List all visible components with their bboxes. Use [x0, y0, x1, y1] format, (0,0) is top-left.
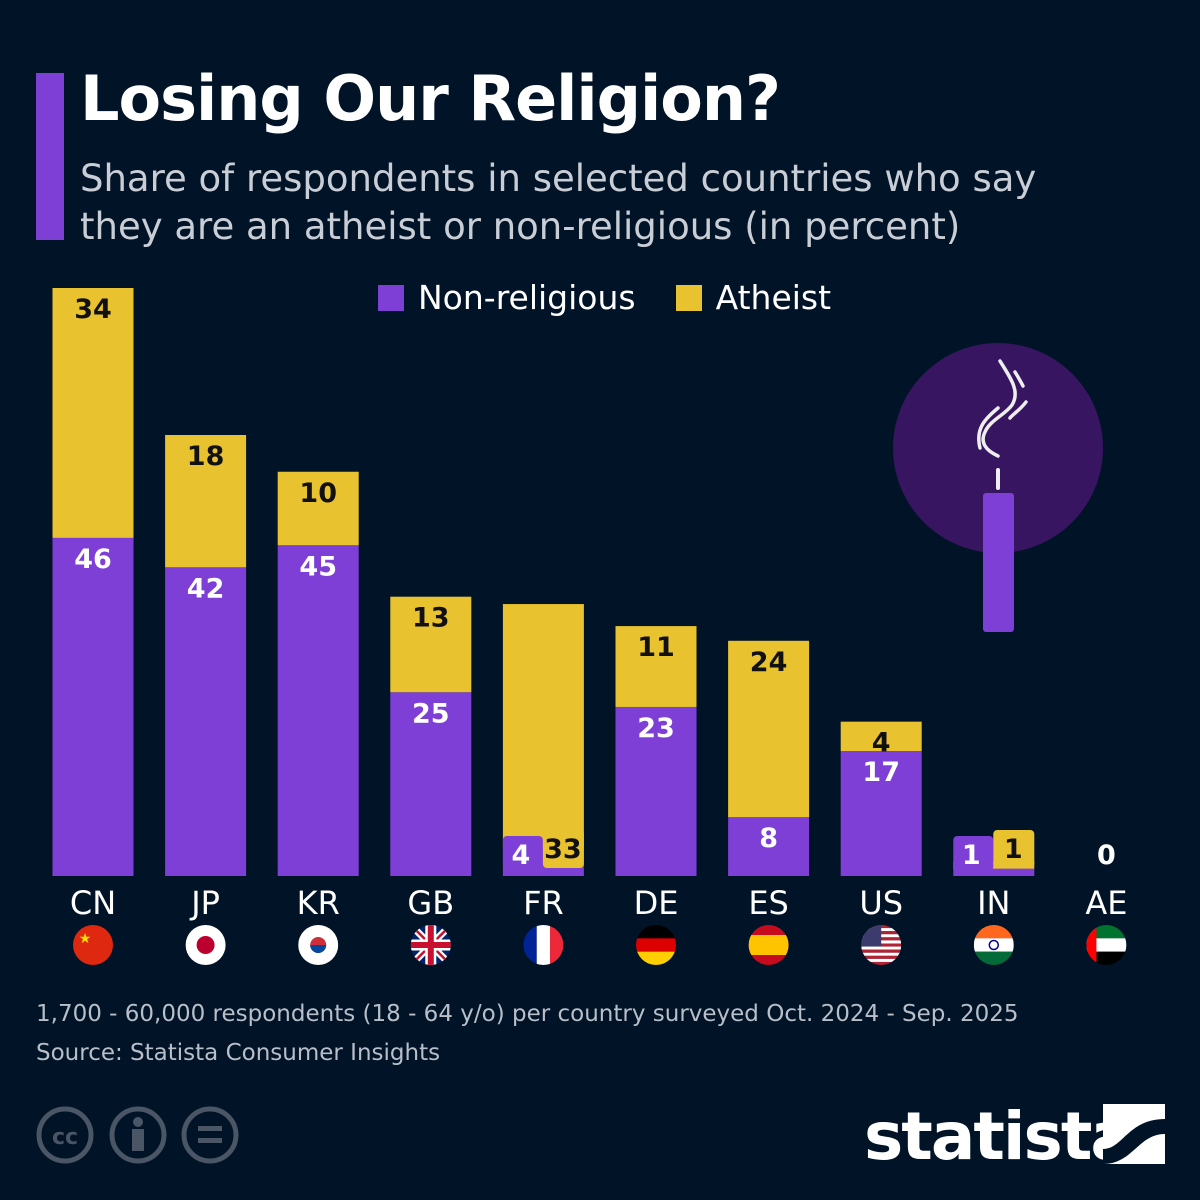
united-kingdom-flag-icon: [410, 925, 451, 965]
value-label-atheist: 33: [544, 834, 582, 865]
cc-icon[interactable]: [36, 1106, 94, 1164]
candle-illustration: [893, 343, 1103, 632]
bar-atheist: [277, 471, 359, 546]
category-label: AE: [1085, 884, 1127, 922]
category-label: ES: [748, 884, 789, 922]
category-label: GB: [407, 884, 454, 922]
bar-non-religious: [840, 751, 922, 876]
bar-group-in: [953, 830, 1035, 965]
candle-halo: [893, 343, 1103, 553]
no-derivatives-icon[interactable]: [181, 1106, 239, 1164]
category-label: US: [859, 884, 903, 922]
statista-logo: statista: [864, 1098, 1135, 1175]
category-label: KR: [297, 884, 340, 922]
candle-icon: [983, 493, 1014, 632]
value-label-atheist: 18: [187, 441, 225, 472]
category-label: FR: [523, 884, 564, 922]
label-badge-atheist: [993, 830, 1035, 868]
value-label-non-religious: 25: [412, 698, 450, 729]
value-label-total: 0: [1097, 840, 1116, 871]
legend-swatch-non-religious: [378, 284, 404, 311]
bar-non-religious: [165, 567, 247, 876]
bar-atheist: [502, 604, 584, 847]
value-label-non-religious: 17: [862, 757, 900, 788]
value-label-atheist: 13: [412, 603, 450, 634]
attribution-icon[interactable]: [109, 1106, 167, 1164]
source-note: Source: Statista Consumer Insights: [36, 1040, 441, 1066]
logo-text: statista: [864, 1098, 1135, 1175]
south-korea-flag-icon: [298, 925, 339, 965]
smoke-icon: [977, 359, 1028, 458]
bar-group-de: [615, 626, 697, 965]
label-badge-atheist: [542, 830, 584, 868]
value-label-non-religious: 4: [512, 840, 531, 871]
bar-atheist: [615, 626, 697, 707]
china-flag-icon: ★: [73, 925, 113, 965]
survey-note: 1,700 - 60,000 respondents (18 - 64 y/o)…: [36, 1001, 1019, 1027]
bar-group-us: [840, 721, 922, 965]
legend-label-non-religious: Non-religious: [418, 278, 636, 317]
title-accent-bar: [36, 73, 64, 240]
bar-atheist: [52, 288, 134, 538]
japan-flag-icon: [185, 925, 226, 965]
bar-non-religious: [52, 537, 134, 876]
category-label: JP: [189, 884, 220, 922]
bar-non-religious: [277, 545, 359, 876]
legend-swatch-atheist: [675, 284, 702, 311]
label-badge-non-religious: [953, 836, 994, 871]
bar-group-ae: [1086, 925, 1127, 965]
spain-flag-icon: [748, 925, 789, 965]
category-label: IN: [977, 884, 1010, 922]
chart-title: Losing Our Religion?: [80, 62, 781, 135]
germany-flag-icon: [636, 925, 676, 965]
bar-atheist: [165, 435, 247, 568]
legend: Non-religious Atheist: [378, 278, 831, 317]
bar-group-gb: [390, 596, 472, 965]
value-label-non-religious: 8: [759, 823, 778, 854]
value-label-atheist: 1: [1004, 834, 1023, 865]
bar-group-fr: [502, 604, 584, 965]
united-states-flag-icon: [861, 925, 902, 965]
value-label-atheist: 4: [872, 728, 891, 759]
value-label-non-religious: 1: [962, 840, 981, 871]
svg-text:★: ★: [79, 931, 92, 947]
value-label-non-religious: 42: [187, 573, 225, 604]
bar-atheist: [840, 721, 922, 752]
value-label-atheist: 11: [637, 632, 675, 663]
category-label: CN: [70, 884, 116, 922]
bar-group-jp: [165, 435, 247, 965]
bar-group-cn: ★: [52, 288, 134, 965]
value-label-atheist: 24: [750, 647, 788, 678]
france-flag-icon: [523, 925, 564, 965]
bar-atheist: [728, 640, 810, 818]
category-label: DE: [634, 884, 679, 922]
legend-label-atheist: Atheist: [715, 278, 832, 317]
india-flag-icon: [973, 925, 1014, 965]
bar-non-religious: [390, 692, 472, 876]
value-label-non-religious: 46: [74, 544, 112, 575]
value-label-atheist: 34: [74, 294, 112, 325]
label-badge-non-religious: [502, 836, 543, 871]
bar-group-kr: [277, 471, 359, 965]
svg-text:cc: cc: [52, 1125, 78, 1150]
bar-atheist: [390, 596, 472, 693]
value-label-non-religious: 23: [637, 713, 675, 744]
bar-non-religious: [615, 706, 697, 876]
value-label-atheist: 10: [299, 478, 337, 509]
value-label-non-religious: 45: [299, 551, 337, 582]
bar-non-religious: [953, 867, 1035, 876]
statista-logo-icon: [1103, 1104, 1165, 1164]
uae-flag-icon: [1086, 925, 1127, 965]
bar-non-religious: [728, 817, 810, 876]
chart-subtitle: Share of respondents in selected countri…: [80, 157, 1037, 248]
license-icons: cc: [36, 1106, 239, 1164]
bar-group-es: [728, 640, 810, 965]
